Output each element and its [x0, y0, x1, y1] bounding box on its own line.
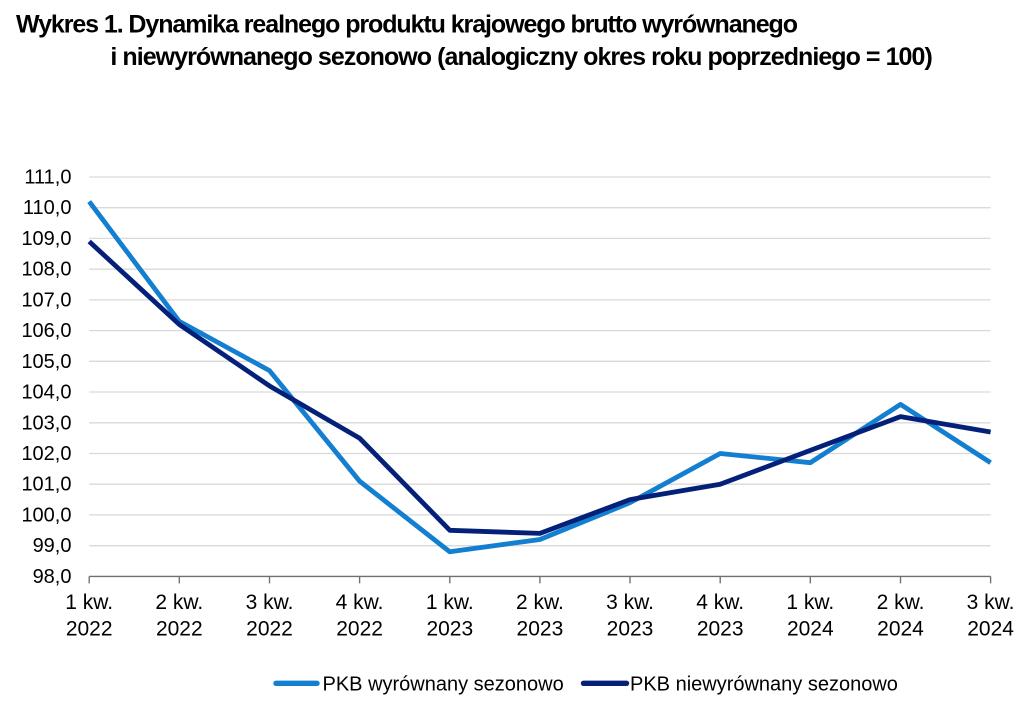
svg-text:i niewyrównanego sezonowo (ana: i niewyrównanego sezonowo (analogiczny o…: [110, 43, 932, 71]
svg-text:2022: 2022: [66, 617, 113, 640]
svg-text:106,0: 106,0: [21, 320, 71, 342]
svg-text:98,0: 98,0: [33, 566, 72, 588]
svg-text:Wykres 1. Dynamika realnego pr: Wykres 1. Dynamika realnego produktu kra…: [16, 10, 798, 38]
svg-text:3 kw.: 3 kw.: [606, 591, 654, 614]
svg-text:2 kw.: 2 kw.: [877, 591, 925, 614]
svg-text:2 kw.: 2 kw.: [155, 591, 203, 614]
svg-text:3 kw.: 3 kw.: [967, 591, 1015, 614]
svg-text:2022: 2022: [246, 617, 293, 640]
svg-text:2023: 2023: [607, 617, 654, 640]
svg-text:107,0: 107,0: [21, 289, 71, 311]
svg-text:PKB niewyrównany sezonowo: PKB niewyrównany sezonowo: [630, 674, 898, 696]
svg-text:4 kw.: 4 kw.: [336, 591, 384, 614]
svg-text:2023: 2023: [517, 617, 564, 640]
svg-text:2024: 2024: [967, 617, 1014, 640]
svg-text:3 kw.: 3 kw.: [246, 591, 294, 614]
svg-text:101,0: 101,0: [21, 474, 71, 496]
svg-text:1 kw.: 1 kw.: [426, 591, 474, 614]
svg-text:110,0: 110,0: [23, 197, 72, 219]
svg-text:1 kw.: 1 kw.: [786, 591, 834, 614]
svg-text:100,0: 100,0: [21, 504, 71, 526]
svg-text:2023: 2023: [426, 617, 473, 640]
svg-text:102,0: 102,0: [21, 443, 71, 465]
svg-text:105,0: 105,0: [21, 351, 71, 373]
svg-text:4 kw.: 4 kw.: [696, 591, 744, 614]
svg-text:104,0: 104,0: [21, 382, 71, 404]
svg-text:99,0: 99,0: [33, 535, 72, 557]
svg-text:108,0: 108,0: [21, 259, 71, 281]
svg-text:PKB wyrównany sezonowo: PKB wyrównany sezonowo: [323, 674, 564, 696]
svg-text:2022: 2022: [336, 617, 383, 640]
svg-text:2024: 2024: [877, 617, 924, 640]
svg-text:2023: 2023: [697, 617, 744, 640]
svg-text:111,0: 111,0: [24, 167, 71, 189]
svg-text:103,0: 103,0: [21, 412, 71, 434]
svg-text:2022: 2022: [156, 617, 203, 640]
svg-text:1 kw.: 1 kw.: [65, 591, 113, 614]
svg-text:2024: 2024: [787, 617, 834, 640]
svg-text:109,0: 109,0: [21, 228, 71, 250]
svg-text:2 kw.: 2 kw.: [516, 591, 564, 614]
